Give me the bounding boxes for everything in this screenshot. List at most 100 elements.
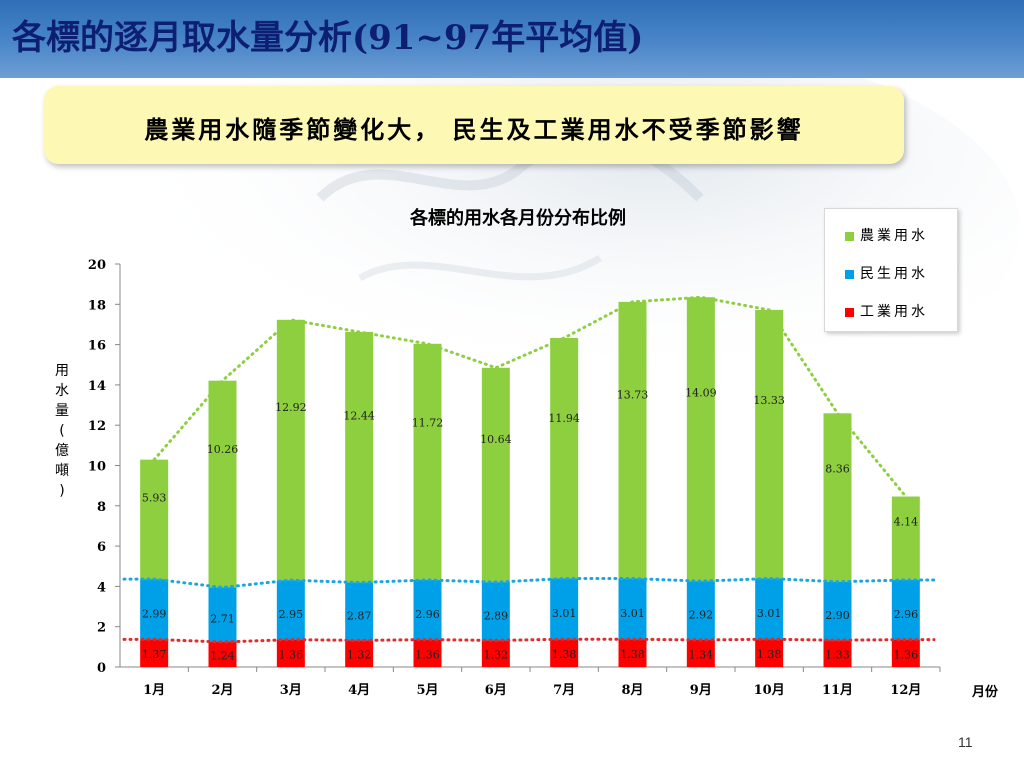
bar-segment (550, 578, 579, 640)
bar-segment (481, 367, 510, 583)
y-tick-label: 12 (88, 419, 106, 434)
x-axis-label: 月份 (971, 684, 999, 700)
bar-segment (140, 579, 169, 640)
data-label: 5.93 (142, 491, 167, 504)
data-label: 1.33 (825, 649, 850, 662)
x-tick-label: 8月 (621, 683, 643, 698)
data-label: 1.32 (484, 649, 509, 662)
legend-swatch-industry (845, 307, 854, 317)
data-label: 10.26 (207, 443, 239, 456)
bar-segment (686, 581, 715, 640)
data-label: 1.37 (142, 648, 167, 661)
bar-segment (140, 639, 169, 667)
bar-segment (891, 496, 920, 580)
data-label: 12.92 (275, 401, 307, 414)
data-label: 1.32 (347, 649, 372, 662)
y-tick-label: 0 (97, 661, 106, 676)
bar-segment (550, 639, 579, 667)
data-label: 13.73 (617, 389, 649, 402)
bar-segment (208, 642, 237, 667)
bar-segment (823, 413, 852, 582)
trend-line (122, 577, 936, 589)
legend-item-domestic: 民生用水 (845, 263, 928, 283)
x-tick-label: 4月 (348, 683, 370, 698)
data-label: 1.36 (894, 648, 919, 661)
bar-segment (618, 578, 647, 640)
data-label: 2.95 (279, 608, 304, 621)
x-tick-label: 5月 (416, 683, 438, 698)
y-axis-label-char: 噸 (55, 463, 69, 479)
y-tick-label: 4 (97, 580, 106, 595)
legend-label-agriculture: 農業用水 (860, 228, 928, 244)
data-label: 11.72 (412, 416, 444, 429)
bar-segment (208, 380, 237, 588)
bar-segment (755, 309, 784, 579)
data-label: 2.99 (142, 607, 167, 620)
data-label: 8.36 (825, 462, 850, 475)
x-tick-label: 2月 (211, 683, 233, 698)
data-label: 2.90 (825, 609, 850, 622)
title-bar: 各標的逐月取水量分析(91~97年平均值) (0, 0, 1024, 78)
data-label: 14.09 (685, 387, 717, 400)
data-label: 4.14 (894, 516, 919, 529)
trend-line (152, 295, 908, 499)
data-label: 3.01 (757, 607, 782, 620)
bar-segment (345, 331, 374, 583)
legend-label-industry: 工業用水 (860, 304, 928, 320)
data-label: 1.38 (757, 648, 782, 661)
bar-segment (140, 459, 169, 580)
legend-item-agriculture: 農業用水 (845, 225, 928, 245)
y-tick-label: 6 (97, 540, 106, 555)
bar-segment (755, 639, 784, 667)
bar-segment (208, 587, 237, 643)
x-tick-label: 7月 (553, 683, 575, 698)
bar-segment (276, 319, 305, 581)
y-tick-label: 16 (88, 339, 106, 354)
y-axis-label-char: ) (59, 483, 64, 499)
bar-segment (618, 301, 647, 579)
data-label: 12.44 (343, 410, 375, 423)
x-tick-label: 12月 (890, 683, 921, 698)
y-axis-label-char: 水 (55, 383, 69, 399)
data-label: 2.96 (894, 608, 919, 621)
page-number: 11 (958, 734, 973, 750)
bar-segment (618, 639, 647, 667)
legend-label-domestic: 民生用水 (860, 266, 928, 282)
slide-title: 各標的逐月取水量分析(91~97年平均值) (12, 18, 644, 58)
bar-segment (755, 578, 784, 640)
bar-segment (891, 579, 920, 640)
data-label: 1.34 (689, 648, 714, 661)
data-label: 1.36 (415, 648, 440, 661)
data-label: 3.01 (620, 607, 645, 620)
data-label: 2.89 (484, 609, 509, 622)
bar-segment (823, 581, 852, 641)
y-tick-label: 8 (97, 500, 106, 515)
y-tick-label: 10 (88, 460, 106, 475)
chart-title: 各標的用水各月份分布比例 (409, 207, 626, 229)
summary-text: 農業用水隨季節變化大， 民生及工業用水不受季節影響 (144, 116, 804, 144)
trend-line (122, 637, 936, 644)
data-label: 11.94 (548, 412, 580, 425)
x-tick-label: 10月 (754, 683, 785, 698)
bar-segment (686, 297, 715, 582)
x-tick-label: 3月 (280, 683, 302, 698)
data-label: 1.38 (552, 648, 577, 661)
data-label: 1.36 (279, 648, 304, 661)
data-label: 13.33 (753, 394, 785, 407)
bar-segment (891, 639, 920, 667)
bar-segment (345, 582, 374, 641)
legend-swatch-agriculture (845, 231, 854, 241)
data-label: 1.24 (210, 650, 235, 663)
bar-segment (345, 640, 374, 667)
y-axis-label-char: 億 (55, 443, 69, 459)
bar-segment (823, 640, 852, 667)
y-axis-label-char: 用 (55, 363, 69, 379)
y-axis-label-char: 量 (55, 403, 69, 419)
data-label: 3.01 (552, 607, 577, 620)
data-label: 10.64 (480, 433, 512, 446)
bar-segment (550, 337, 579, 579)
bar-segment (276, 580, 305, 640)
bar-segment (481, 640, 510, 667)
bar-segment (481, 582, 510, 641)
